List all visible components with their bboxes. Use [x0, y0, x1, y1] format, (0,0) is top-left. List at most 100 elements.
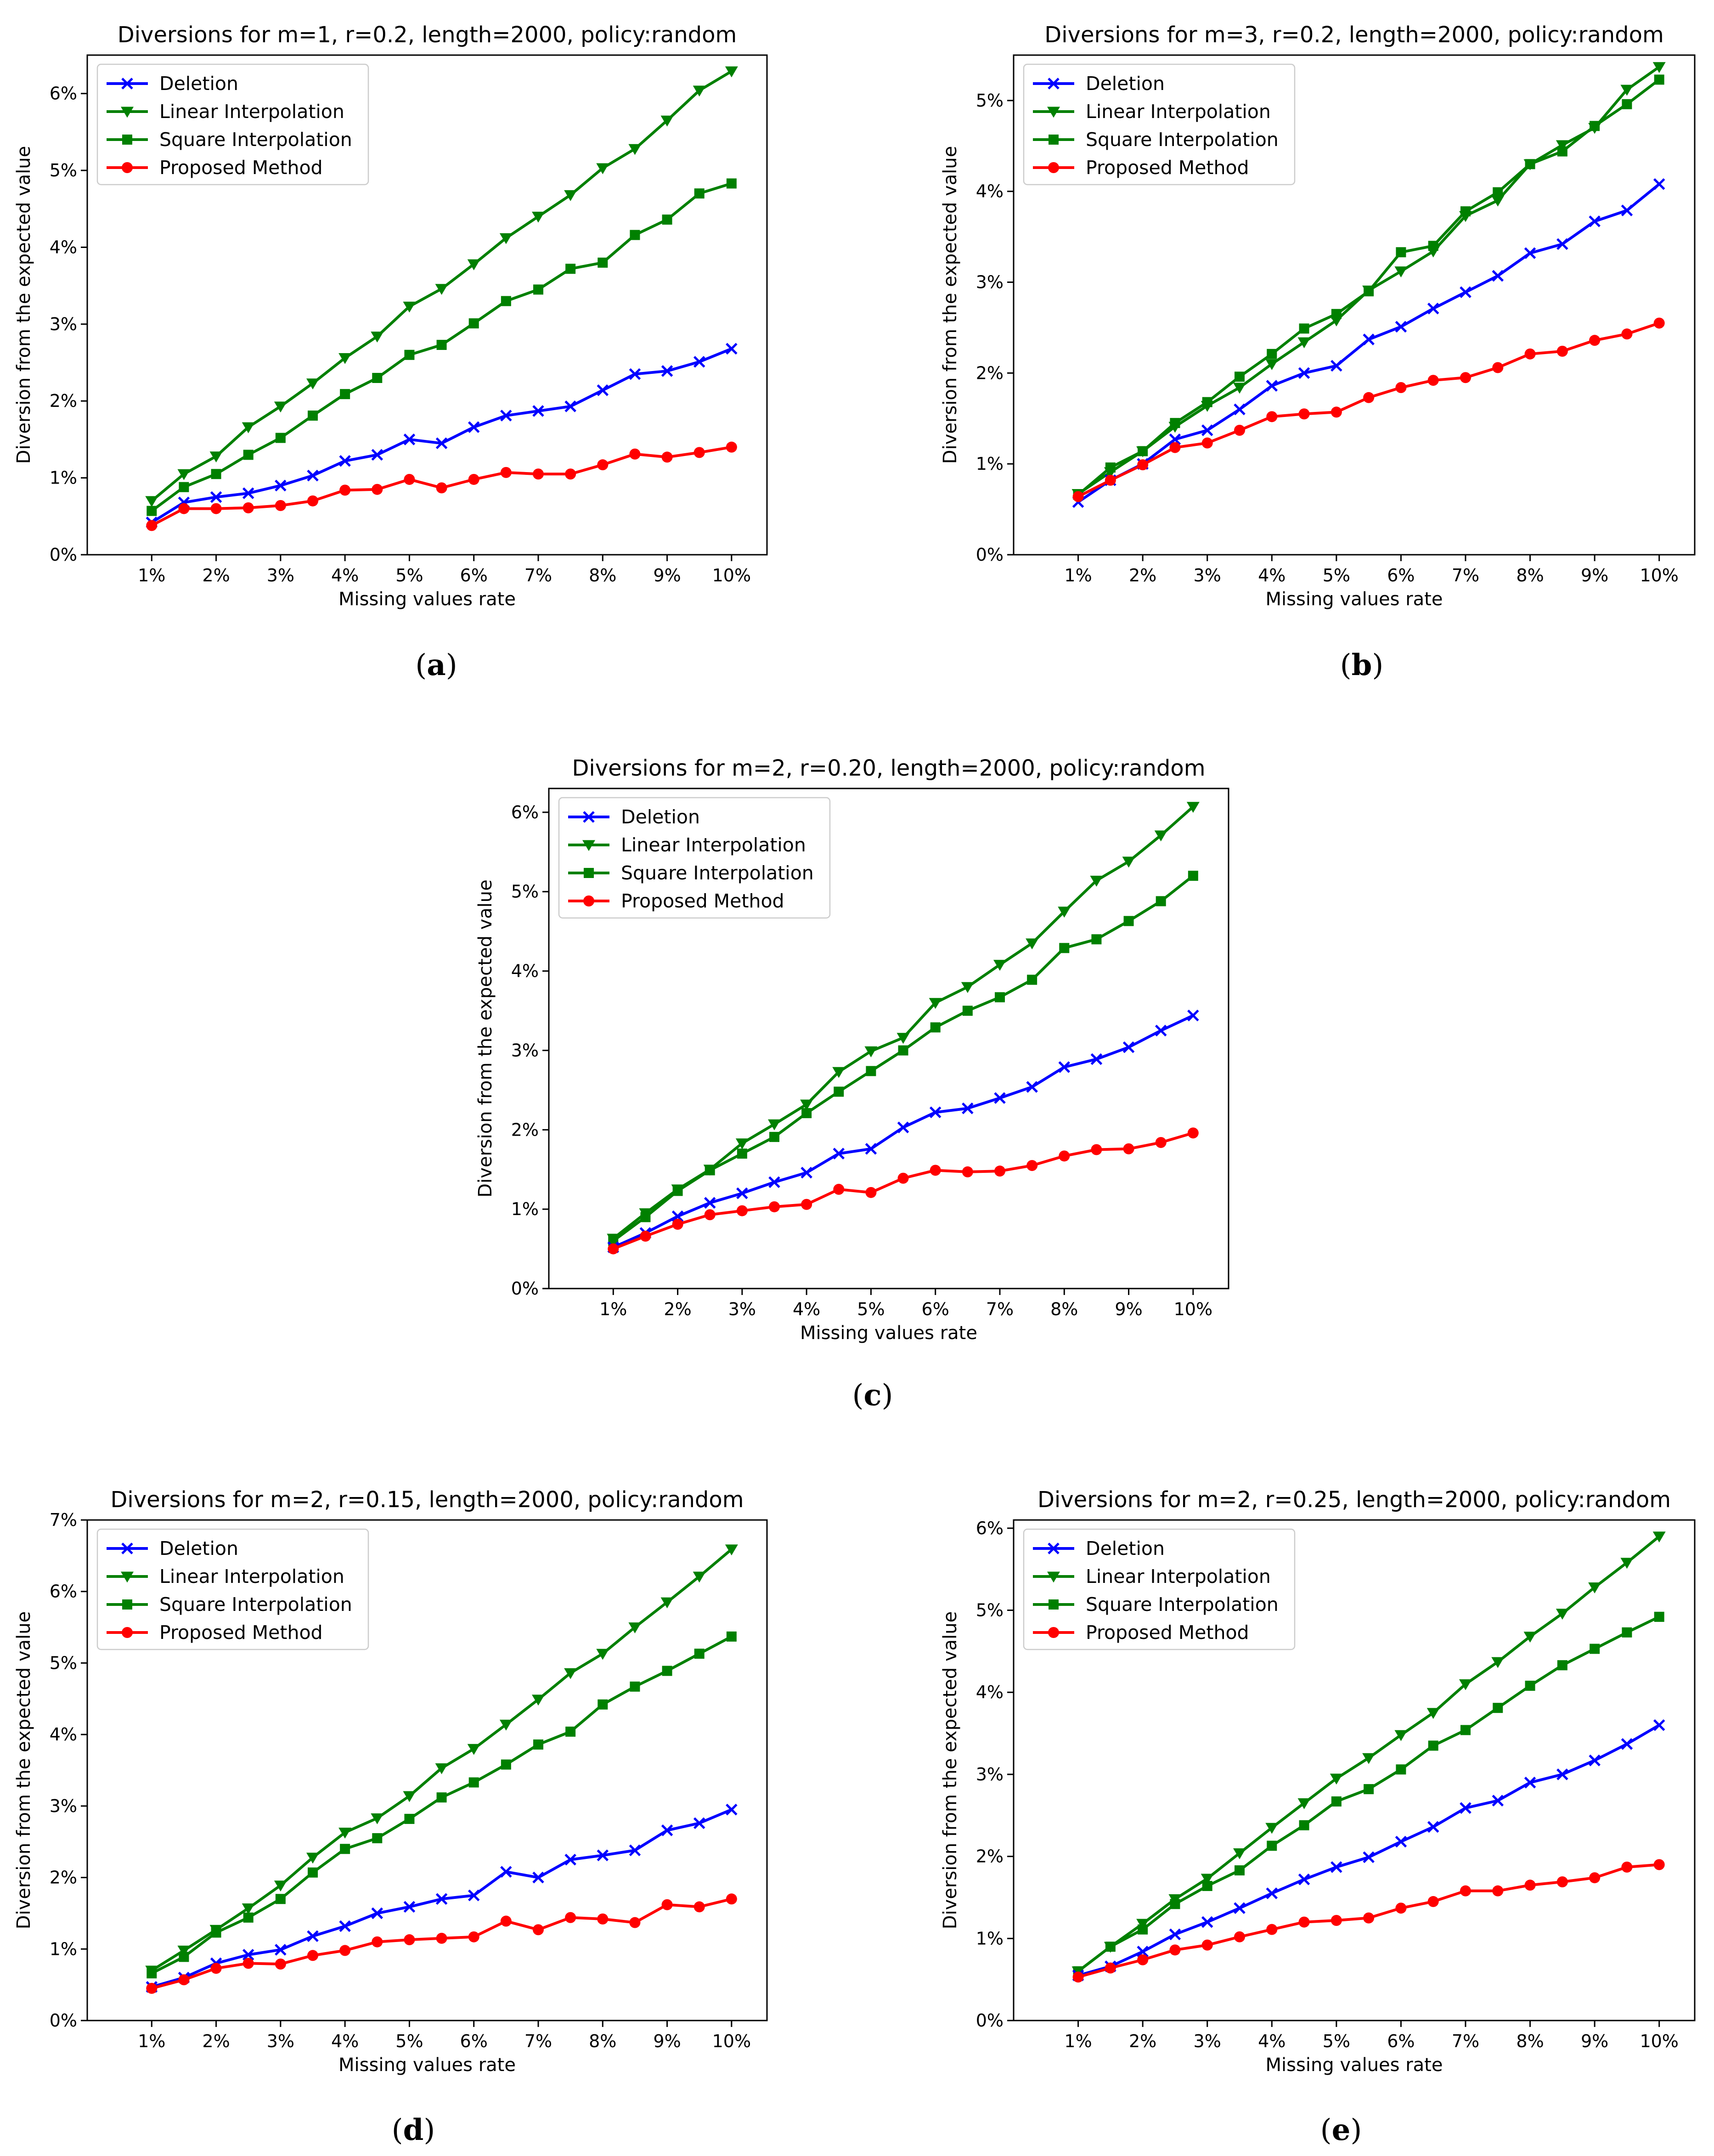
data-point: [896, 1033, 910, 1044]
chart-panel-a: Diversions for m=1, r=0.2, length=2000, …: [13, 22, 768, 682]
x-tick-label: 4%: [1258, 565, 1286, 585]
data-point: [1187, 1009, 1199, 1022]
y-axis-label: Diversion from the expected value: [13, 146, 34, 464]
data-point: [532, 1924, 544, 1936]
data-point: [1556, 140, 1569, 152]
data-point: [1331, 1915, 1342, 1926]
legend-box: [96, 1528, 369, 1650]
x-tick-label: 9%: [653, 565, 681, 585]
data-point: [1652, 62, 1666, 73]
data-point: [1169, 1944, 1181, 1956]
x-tick-label: 6%: [1387, 2031, 1415, 2051]
data-point: [736, 1205, 748, 1216]
data-point: [1491, 1657, 1505, 1668]
data-point: [1105, 474, 1116, 486]
data-point: [629, 1844, 641, 1857]
data-point: [672, 1186, 683, 1196]
legend-entry: Deletion: [1086, 73, 1165, 95]
data-point: [372, 1936, 383, 1948]
data-point: [1187, 1127, 1199, 1139]
data-point: [898, 1045, 908, 1056]
data-point: [1169, 442, 1181, 453]
legend: Deletion Linear Interpolation Square Inter…: [96, 1528, 369, 1650]
data-point: [693, 1817, 705, 1829]
data-point: [1460, 1885, 1471, 1897]
data-point: [436, 1792, 447, 1803]
data-point: [147, 1968, 157, 1979]
data-point: [371, 1813, 384, 1824]
data-point: [1234, 372, 1245, 382]
series-linear-interpolation: [145, 66, 738, 507]
x-tick-label: 3%: [728, 1299, 756, 1319]
y-tick-label: 3%: [976, 272, 1004, 293]
data-point: [962, 1006, 973, 1016]
x-tick-label: 10%: [1640, 2031, 1678, 2051]
legend-entry: Proposed Method: [159, 1621, 323, 1644]
data-point: [564, 1853, 576, 1866]
data-point: [1590, 121, 1600, 131]
legend-entry: Linear Interpolation: [1086, 101, 1271, 123]
data-point: [726, 1631, 737, 1642]
data-point: [306, 1852, 319, 1864]
data-point: [275, 1894, 286, 1904]
data-point: [1234, 1865, 1245, 1875]
data-point: [500, 410, 512, 422]
data-point: [1556, 238, 1568, 250]
series-line: [151, 1635, 733, 1975]
x-tick-label: 5%: [395, 2031, 423, 2051]
panel-label: (a): [415, 648, 457, 682]
legend: Deletion Linear Interpolation Square Inter…: [1023, 1528, 1296, 1650]
x-tick-label: 4%: [1258, 2031, 1286, 2051]
data-point: [1201, 1874, 1214, 1885]
x-tick-label: 7%: [1452, 565, 1479, 585]
data-point: [404, 1813, 415, 1824]
data-point: [726, 441, 737, 453]
data-point: [371, 332, 384, 343]
x-axis-label: Missing values rate: [800, 1323, 977, 1344]
data-point: [1122, 1041, 1135, 1053]
data-point: [1395, 1903, 1407, 1914]
legend-marker: [1047, 1571, 1060, 1583]
chart-panel-d: Diversions for m=2, r=0.15, length=2000,…: [13, 1487, 768, 2147]
data-point: [994, 1092, 1006, 1104]
x-tick-label: 7%: [524, 565, 552, 585]
data-point: [372, 373, 383, 383]
plot-area-frame: [1013, 54, 1696, 556]
data-point: [1396, 1764, 1406, 1775]
data-point: [866, 1066, 876, 1076]
data-point: [1090, 876, 1103, 887]
data-point: [1460, 372, 1471, 383]
data-point: [501, 1759, 511, 1770]
data-point: [1170, 1899, 1180, 1909]
x-tick-label: 5%: [395, 565, 423, 585]
data-point: [403, 1791, 416, 1802]
data-point: [1428, 1740, 1438, 1751]
data-point: [1588, 1582, 1601, 1593]
data-point: [1123, 1143, 1134, 1154]
data-point: [628, 1622, 642, 1633]
data-point: [1395, 382, 1407, 394]
data-point: [307, 1867, 318, 1878]
data-point: [1621, 1738, 1633, 1750]
data-point: [768, 1201, 780, 1212]
data-point: [1460, 1725, 1471, 1735]
y-tick-label: 0%: [50, 2010, 77, 2031]
data-point: [372, 1833, 383, 1843]
data-point: [801, 1166, 812, 1179]
series-proposed-method: [1072, 1859, 1665, 1983]
y-tick-label: 6%: [976, 1518, 1004, 1538]
x-tick-label: 8%: [1516, 565, 1544, 585]
data-point: [307, 411, 318, 421]
data-point: [1621, 204, 1633, 217]
data-point: [693, 356, 705, 368]
y-tick-label: 7%: [50, 1510, 77, 1530]
data-point: [1427, 1896, 1439, 1907]
legend-entry: Linear Interpolation: [1086, 1565, 1271, 1587]
data-point: [467, 1744, 480, 1755]
legend-marker: [1048, 78, 1060, 90]
plot-area-frame: [86, 1519, 768, 2021]
data-point: [340, 389, 350, 400]
data-point: [930, 1165, 941, 1176]
data-point: [468, 318, 479, 329]
x-tick-label: 10%: [1174, 1299, 1212, 1319]
